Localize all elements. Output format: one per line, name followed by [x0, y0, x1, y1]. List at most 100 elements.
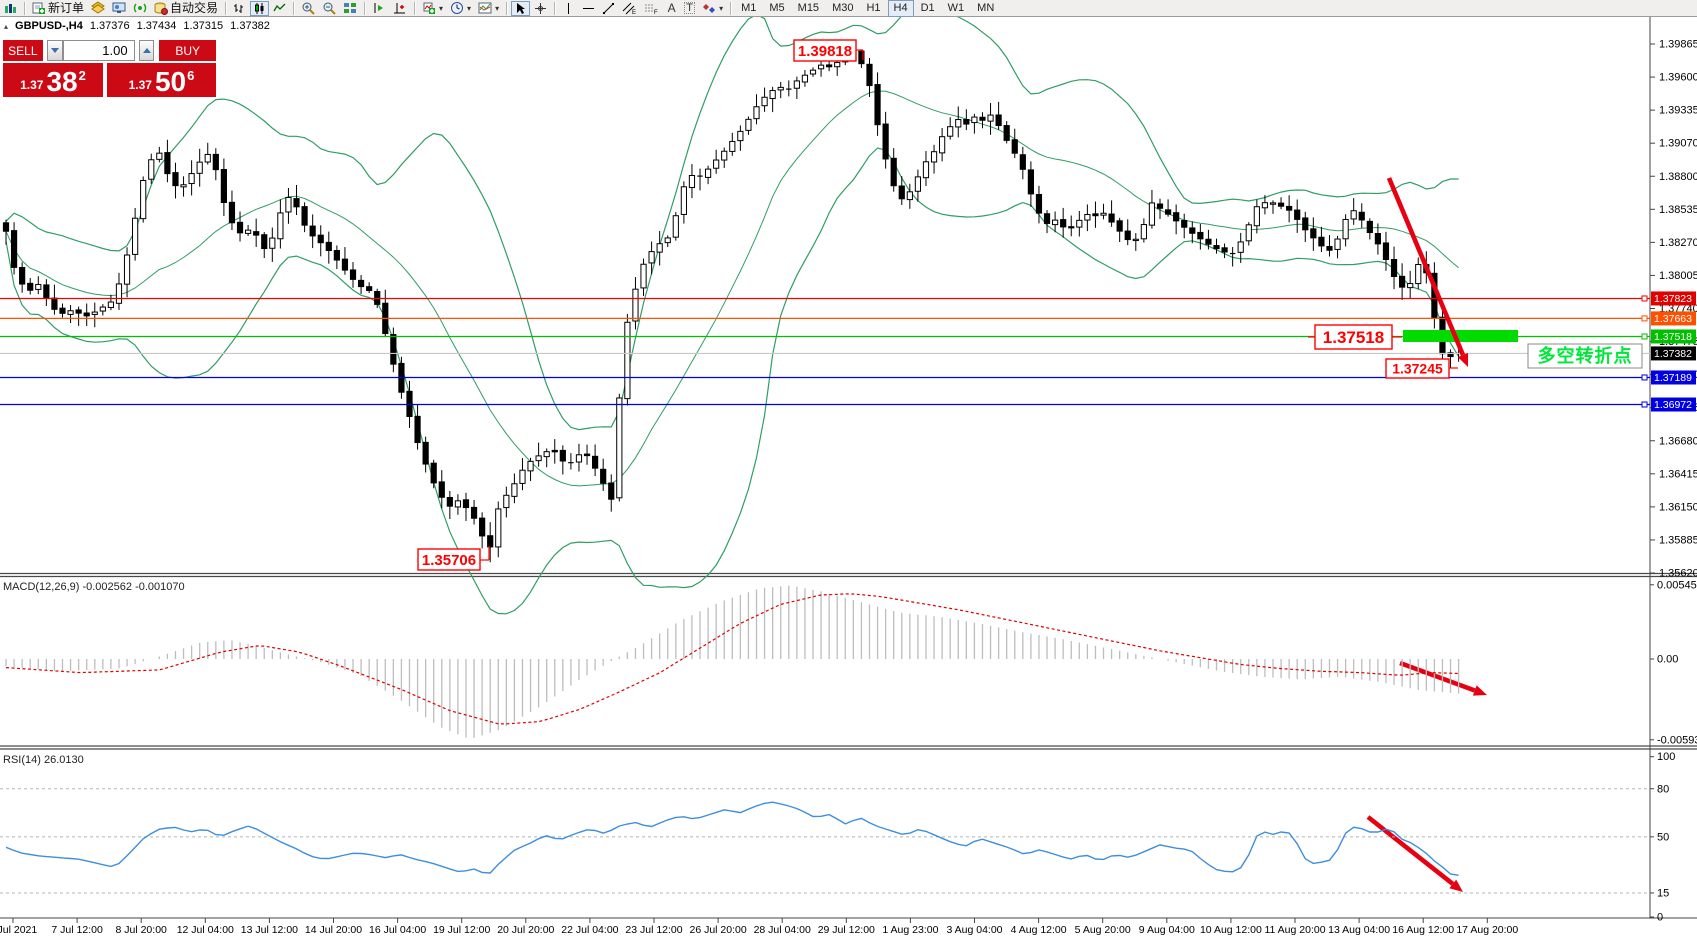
- tf-w1-button[interactable]: W1: [947, 1, 965, 14]
- candlestick-mode-button[interactable]: [250, 0, 270, 16]
- price-label-box[interactable]: [1385, 358, 1450, 379]
- equidistant-channel-tool[interactable]: E: [619, 1, 640, 16]
- bear-candle: [446, 496, 453, 507]
- volume-input[interactable]: [62, 40, 135, 61]
- channel-letter: E: [632, 10, 636, 15]
- buy-quote[interactable]: 1.37 50 6: [107, 63, 216, 97]
- indicators-dropdown-caret[interactable]: ▾: [439, 3, 444, 13]
- bull-candle: [1084, 214, 1091, 221]
- time-tick-label: 9 Aug 04:00: [1139, 924, 1195, 936]
- bear-candle: [1286, 205, 1293, 211]
- zoom-out-button[interactable]: [319, 1, 339, 16]
- price-tick-label: 1.39600: [1659, 72, 1697, 84]
- price-label-box[interactable]: [417, 548, 481, 571]
- bull-candle: [834, 62, 841, 68]
- arrows-tool[interactable]: ▾: [699, 1, 726, 16]
- bear-candle: [858, 50, 865, 65]
- text-label-tool[interactable]: T: [681, 1, 698, 16]
- bear-candle: [43, 284, 50, 298]
- line-anchor-marker[interactable]: [1641, 333, 1648, 340]
- bull-candle: [511, 483, 518, 497]
- signals-icon[interactable]: [130, 1, 150, 16]
- trend-arrow[interactable]: [1399, 660, 1476, 693]
- text-tool[interactable]: A: [663, 1, 680, 16]
- sell-button[interactable]: SELL: [3, 40, 43, 61]
- bear-candle: [882, 123, 889, 160]
- bear-candle: [220, 168, 227, 204]
- zoom-in-button[interactable]: [298, 1, 318, 16]
- periods-dropdown-caret[interactable]: ▾: [467, 3, 472, 13]
- line-anchor-marker[interactable]: [1641, 401, 1648, 408]
- volume-increase-button[interactable]: [138, 40, 155, 61]
- price-label-box[interactable]: [793, 39, 857, 62]
- bull-candle: [704, 168, 712, 178]
- bull-candle: [729, 140, 736, 152]
- bull-candle: [1245, 224, 1252, 242]
- cursor-tool-button[interactable]: [511, 0, 531, 16]
- macd-scale-label: 0.005455: [1657, 579, 1697, 591]
- trend-arrow[interactable]: [1366, 815, 1455, 886]
- bull-candle: [535, 455, 542, 462]
- tf-m15-button[interactable]: M15: [797, 1, 820, 14]
- bull-candle: [1334, 238, 1341, 250]
- volume-decrease-button[interactable]: [46, 40, 63, 61]
- trend-arrow[interactable]: [1386, 177, 1466, 356]
- tf-m30-button[interactable]: M30: [832, 1, 854, 14]
- bear-candle: [293, 198, 300, 208]
- bull-candle: [1076, 219, 1083, 228]
- bear-candle: [1108, 213, 1115, 223]
- auto-scroll-button[interactable]: [369, 1, 389, 16]
- fibonacci-tool[interactable]: F: [641, 1, 662, 16]
- bear-candle: [462, 499, 470, 509]
- bull-candle: [971, 116, 978, 124]
- green-highlight-box[interactable]: [1403, 330, 1518, 342]
- note-box[interactable]: [1527, 343, 1643, 369]
- bear-candle: [172, 172, 179, 187]
- line-chart-mode-button[interactable]: [270, 1, 289, 16]
- tf-h1-button[interactable]: H1: [866, 1, 881, 14]
- indicators-button[interactable]: ▾: [419, 1, 446, 16]
- templates-button[interactable]: ▾: [475, 1, 502, 16]
- buy-button[interactable]: BUY: [159, 40, 217, 61]
- tf-h4-button[interactable]: H4: [887, 0, 914, 17]
- tile-windows-button[interactable]: [340, 1, 360, 16]
- bull-candle: [180, 184, 187, 188]
- terminal-icon[interactable]: [109, 1, 129, 16]
- chart-shift-button[interactable]: [390, 1, 410, 16]
- arrows-dropdown-caret[interactable]: ▾: [719, 3, 724, 13]
- time-tick-label: 26 Jul 20:00: [689, 924, 746, 936]
- horizontal-line-tool[interactable]: [579, 1, 598, 16]
- window-chart-icon[interactable]: [1, 1, 20, 16]
- price-tick-label: 1.39865: [1659, 39, 1697, 51]
- main-toolbar: 新订单 自动交易: [0, 0, 1697, 17]
- bear-candle: [995, 114, 1002, 127]
- bull-candle: [1253, 206, 1260, 227]
- tf-m5-button[interactable]: M5: [769, 1, 785, 14]
- tf-d1-button[interactable]: D1: [920, 1, 935, 14]
- line-anchor-marker[interactable]: [1641, 315, 1648, 322]
- autotrading-button[interactable]: 自动交易: [151, 1, 221, 16]
- bar-chart-mode-button[interactable]: [230, 1, 249, 16]
- bear-candle: [366, 286, 373, 291]
- periods-button[interactable]: ▾: [447, 1, 474, 16]
- buy-quote-prefix: 1.37: [128, 78, 152, 92]
- bear-candle: [559, 449, 566, 462]
- bull-candle: [543, 451, 550, 458]
- line-anchor-marker[interactable]: [1641, 374, 1648, 381]
- bull-candle: [99, 306, 106, 312]
- trendline-tool[interactable]: [599, 1, 618, 16]
- market-watch-icon[interactable]: [88, 1, 108, 16]
- price-label-box[interactable]: [1314, 324, 1393, 350]
- crosshair-tool-button[interactable]: [531, 1, 550, 16]
- vertical-line-tool[interactable]: [559, 1, 578, 16]
- bear-candle: [1181, 220, 1188, 228]
- templates-dropdown-caret[interactable]: ▾: [495, 3, 500, 13]
- bull-candle: [672, 215, 679, 238]
- bull-candle: [809, 69, 817, 75]
- line-anchor-marker[interactable]: [1641, 295, 1648, 302]
- bear-candle: [1173, 212, 1180, 222]
- tf-m1-button[interactable]: M1: [741, 1, 757, 14]
- new-order-button[interactable]: 新订单: [29, 1, 87, 16]
- sell-quote[interactable]: 1.37 38 2: [3, 63, 103, 97]
- tf-mn-button[interactable]: MN: [977, 1, 995, 14]
